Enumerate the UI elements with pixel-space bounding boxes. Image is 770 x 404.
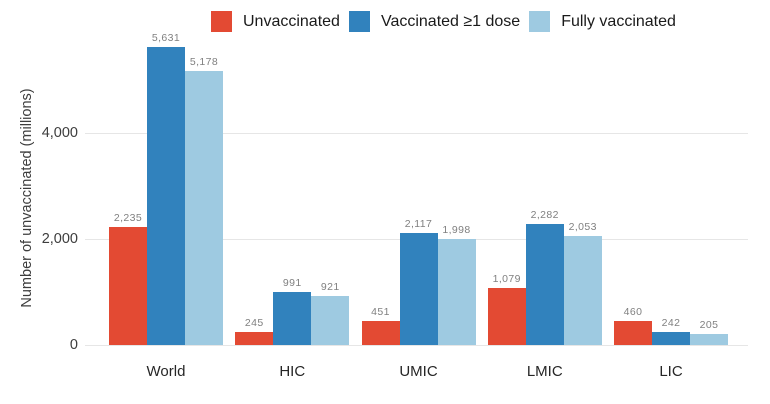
bar-value-label: 5,631 [151,32,181,44]
legend-item-fully-vaccinated: Fully vaccinated [529,11,676,32]
bar-fully-vaccinated-umic [437,239,476,345]
legend-swatch-unvaccinated [211,11,232,32]
legend-swatch-fully-vaccinated [529,11,551,32]
bar-value-label: 2,053 [568,221,597,233]
x-tick-label-world: World [146,363,186,380]
bar-unvaccinated-world [109,227,147,345]
x-tick-label-lmic: LMIC [526,363,563,380]
bar-vaccinated-1-dose-hic [273,292,312,345]
legend: Unvaccinated Vaccinated ≥1 dose Fully vacc… [211,11,676,32]
legend-label: Vaccinated ≥1 dose [380,13,521,30]
bar-fully-vaccinated-lic [690,334,728,345]
bar-value-label: 1,079 [492,273,521,285]
bar-value-label: 205 [699,319,719,331]
bar-fully-vaccinated-hic [311,296,350,345]
bar-fully-vaccinated-world [185,71,223,345]
bar-value-label: 991 [282,277,302,289]
gridline [85,133,748,134]
bar-vaccinated-1-dose-world [147,47,185,345]
bar-vaccinated-1-dose-umic [399,233,438,345]
y-tick-label: 0 [69,337,78,353]
bar-unvaccinated-lmic [487,288,526,345]
bar-value-label: 451 [371,306,390,318]
bar-value-label: 460 [623,306,643,318]
bar-value-label: 5,178 [189,56,219,68]
y-tick-label: 2,000 [41,231,78,247]
x-tick-label-hic: HIC [279,363,306,380]
bar-fully-vaccinated-lmic [563,236,602,345]
gridline [85,345,748,346]
bar-unvaccinated-hic [235,332,274,345]
bar-unvaccinated-umic [361,321,400,345]
bar-value-label: 921 [320,281,340,293]
bar-vaccinated-1-dose-lmic [525,224,564,345]
y-tick-label: 4,000 [41,125,78,141]
bar-value-label: 2,117 [404,218,433,230]
bar-unvaccinated-lic [614,321,652,345]
legend-label: Unvaccinated [243,13,340,30]
x-tick-label-umic: UMIC [399,363,438,380]
bar-value-label: 242 [661,317,681,329]
bar-value-label: 245 [244,317,264,329]
legend-swatch-vaccinated-1-dose [348,11,370,32]
legend-item-unvaccinated: Unvaccinated [211,11,340,32]
bar-value-label: 2,282 [530,209,559,221]
y-axis-title: Number of unvaccinated (millions) [19,88,35,308]
bar-vaccinated-1-dose-lic [652,332,690,345]
bar-value-label: 1,998 [442,224,471,236]
legend-label: Fully vaccinated [561,13,676,30]
legend-item-vaccinated-1-dose: Vaccinated ≥1 dose [348,11,521,32]
bar-value-label: 2,235 [113,212,143,224]
x-tick-label-lic: LIC [659,363,683,380]
